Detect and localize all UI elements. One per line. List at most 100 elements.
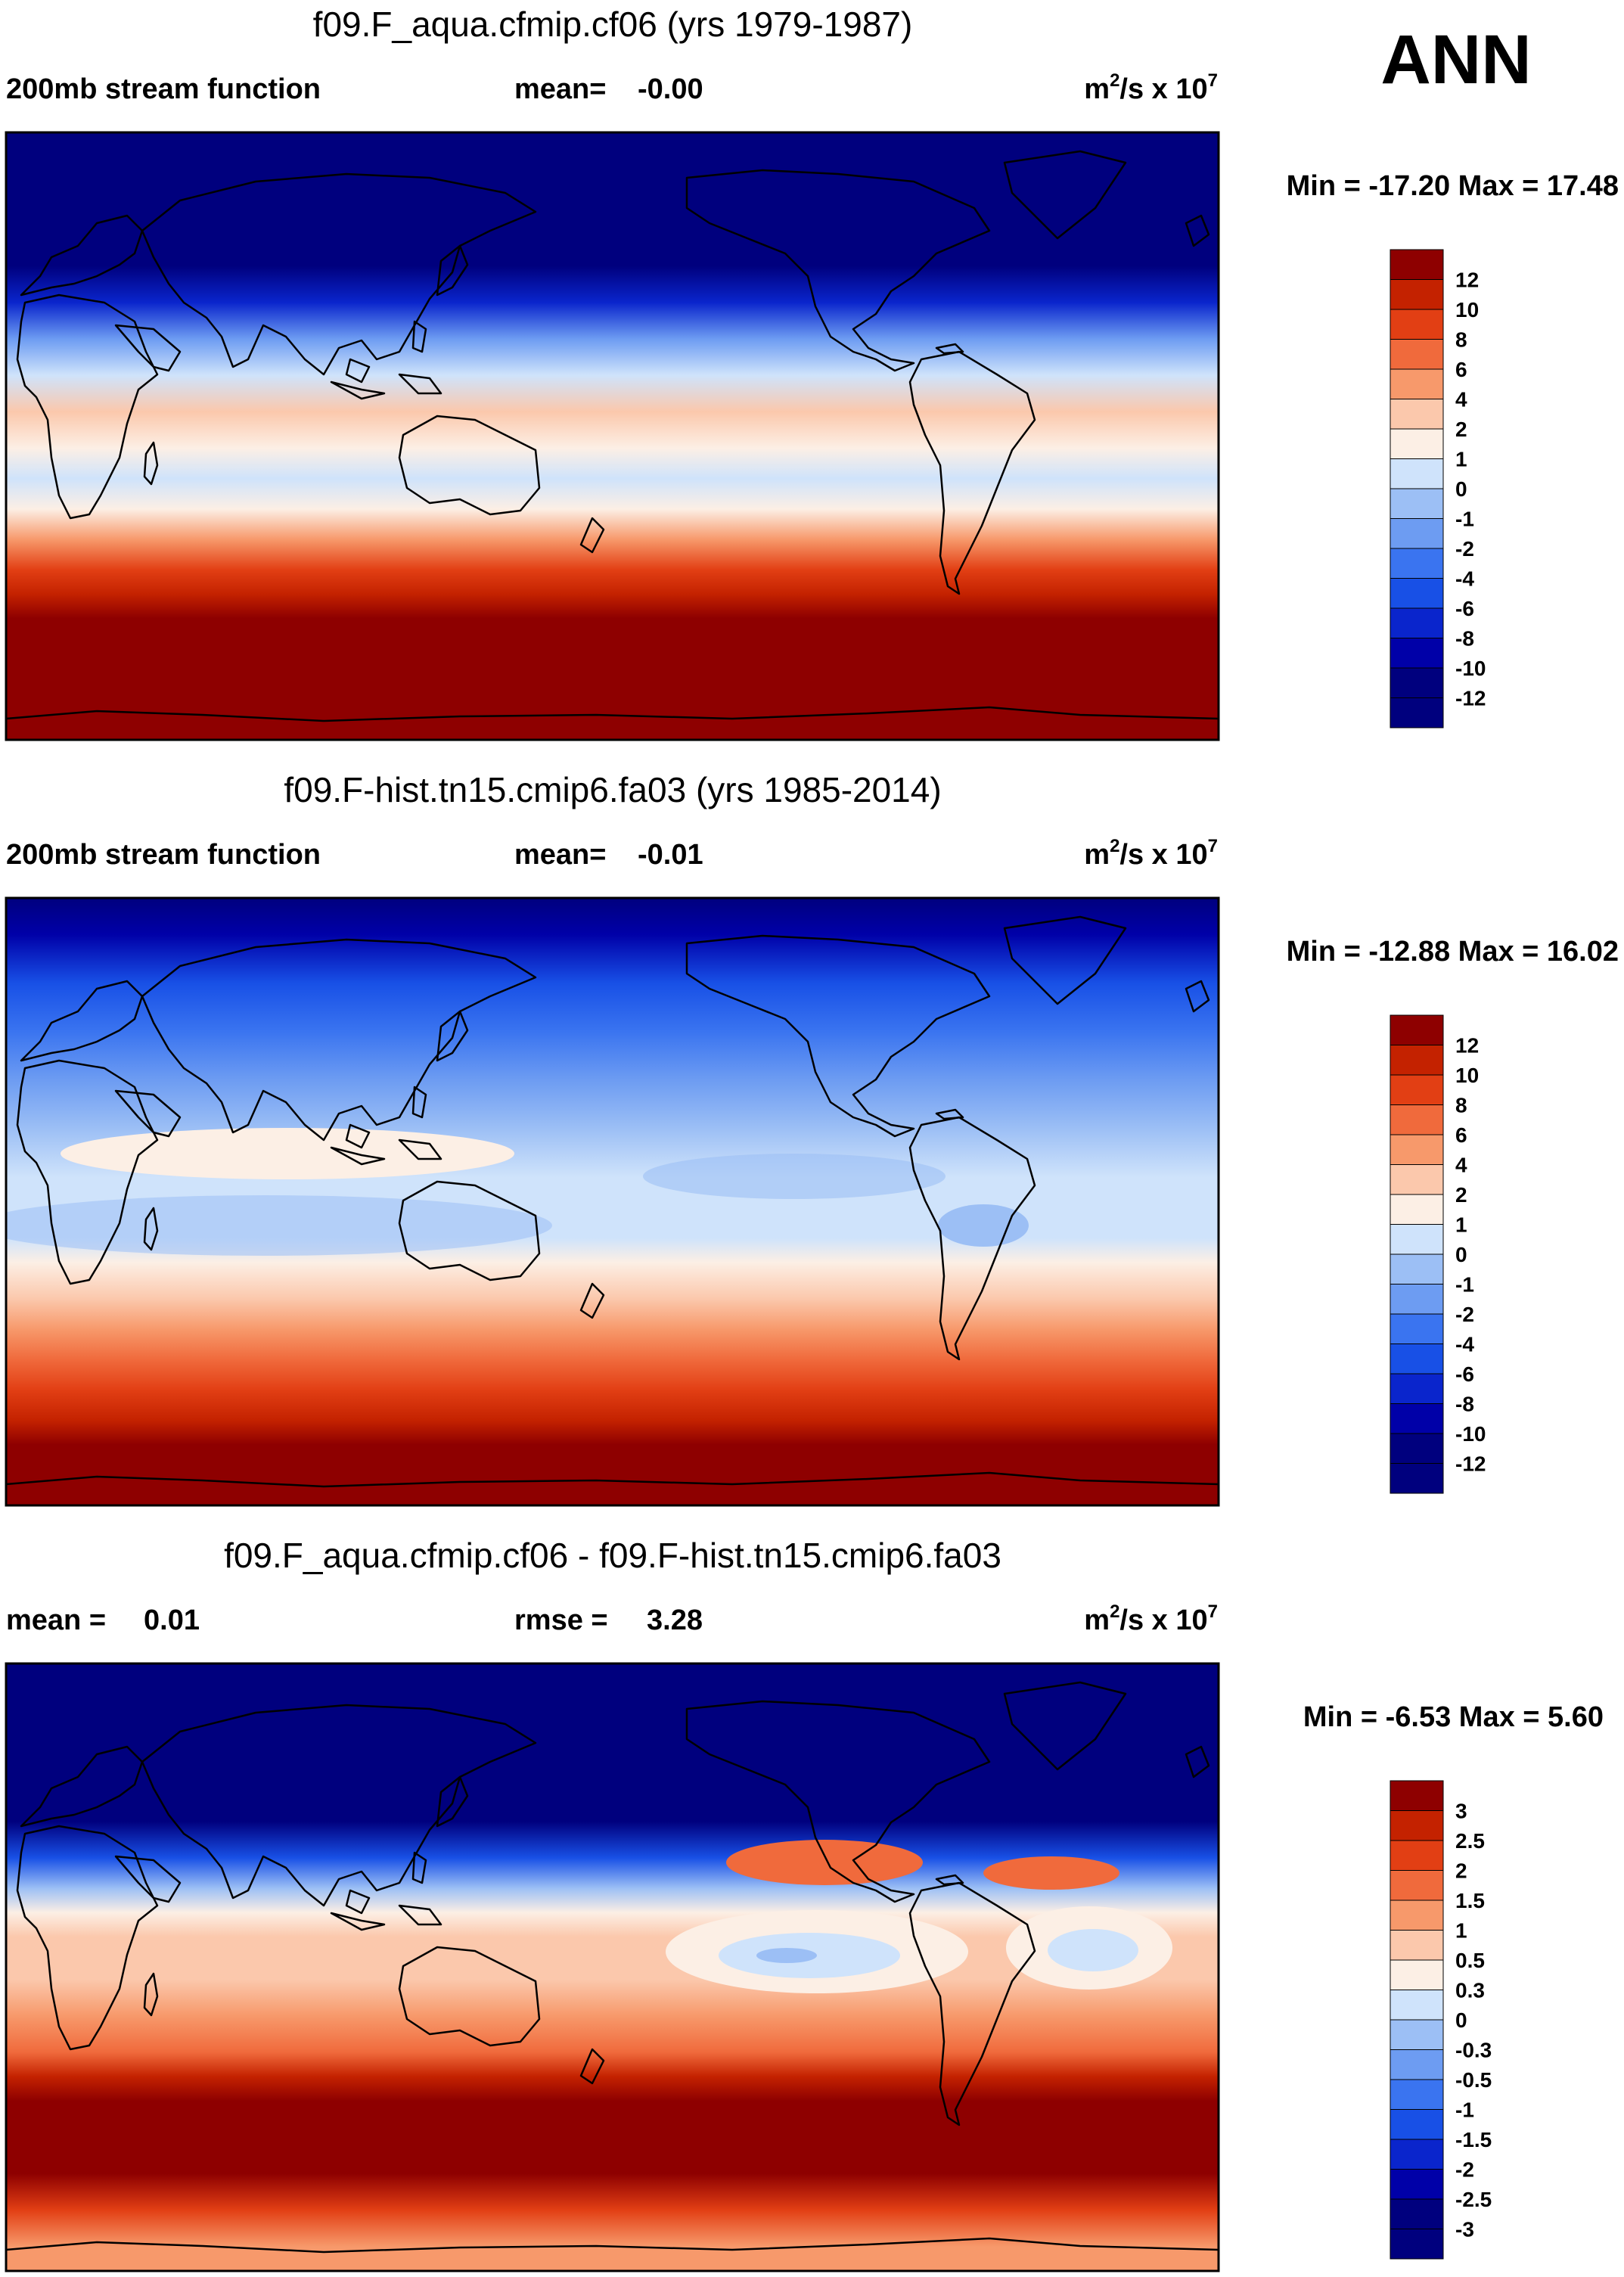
colorbar-tick-label: 10 xyxy=(1455,298,1479,322)
mean-value: -0.01 xyxy=(638,839,703,871)
colorbar-tick-label: -2 xyxy=(1455,537,1474,561)
colorbar-swatch xyxy=(1390,2049,1444,2080)
colorbar-swatch xyxy=(1390,1224,1444,1255)
field-blob xyxy=(1048,1929,1138,1971)
colorbar-swatch xyxy=(1390,249,1444,280)
colorbar-tick-label: -12 xyxy=(1455,1452,1486,1476)
colorbar-tick-label: 4 xyxy=(1455,1154,1467,1177)
colorbar-tick-label: 4 xyxy=(1455,388,1467,412)
colorbar-swatch xyxy=(1390,1930,1444,1961)
colorbar-tick-label: 12 xyxy=(1455,269,1479,292)
colorbar-swatch xyxy=(1390,1373,1444,1404)
left-label: 200mb stream function xyxy=(6,839,321,871)
colorbar-swatch xyxy=(1390,1959,1444,1990)
colorbar-swatch xyxy=(1390,2229,1444,2260)
colorbar-swatch xyxy=(1390,1990,1444,2021)
colorbar-tick-label: -4 xyxy=(1455,1333,1474,1356)
colorbar-tick-label: -8 xyxy=(1455,1393,1474,1416)
colorbar-swatch xyxy=(1390,2198,1444,2229)
panel-middle: f09.F-hist.tn15.cmip6.fa03 (yrs 1985-201… xyxy=(5,770,1619,1507)
mean-label: mean= xyxy=(514,73,606,105)
panel-top: f09.F_aqua.cfmip.cf06 (yrs 1979-1987) 20… xyxy=(5,5,1619,741)
colorbar-tick-label: -0.3 xyxy=(1455,2039,1492,2062)
colorbar-swatch xyxy=(1390,1014,1444,1045)
colorbar-swatch xyxy=(1390,399,1444,430)
colorbar-tick-label: -2.5 xyxy=(1455,2188,1492,2211)
colorbar-swatch xyxy=(1390,1104,1444,1135)
colorbar-tick-label: 1 xyxy=(1455,1919,1467,1943)
field-blob xyxy=(643,1154,946,1199)
colorbar-swatch xyxy=(1390,667,1444,698)
mean-label: mean= xyxy=(514,839,606,871)
colorbar-swatch xyxy=(1390,368,1444,399)
colorbar-swatch xyxy=(1390,2109,1444,2140)
colorbar-tick-label: -1.5 xyxy=(1455,2128,1492,2151)
colorbar-swatch xyxy=(1390,1463,1444,1494)
panel-bottom: f09.F_aqua.cfmip.cf06 - f09.F-hist.tn15.… xyxy=(5,1536,1604,2272)
units-label: m2/s x 107 xyxy=(1084,1601,1218,1636)
colorbar-swatch xyxy=(1390,458,1444,489)
field-blob xyxy=(938,1204,1029,1247)
colorbar-swatch xyxy=(1390,1433,1444,1464)
colorbar-tick-label: -2 xyxy=(1455,1303,1474,1326)
mean-readout: mean= -0.01 xyxy=(514,839,703,871)
field-blob xyxy=(61,1128,514,1179)
field-anomalies xyxy=(6,915,1219,1488)
colorbar-tick-label: -2 xyxy=(1455,2158,1474,2182)
colorbar-tick-label: 2.5 xyxy=(1455,1829,1485,1853)
colorbar-tick-label: 6 xyxy=(1455,1123,1467,1147)
colorbar-swatch xyxy=(1390,279,1444,310)
left-label: 200mb stream function xyxy=(6,73,321,105)
colorbar-swatch xyxy=(1390,428,1444,459)
mean-label: mean = xyxy=(6,1604,106,1636)
colorbar-tick-label: 0.5 xyxy=(1455,1949,1485,1972)
colorbar-swatch xyxy=(1390,1284,1444,1315)
colorbar-swatch xyxy=(1390,2079,1444,2110)
mean-readout: mean= -0.00 xyxy=(514,73,703,105)
colorbar-swatch xyxy=(1390,1840,1444,1871)
colorbar-tick-label: 2 xyxy=(1455,418,1467,441)
colorbar-tick-label: 1 xyxy=(1455,448,1467,471)
colorbar-swatch xyxy=(1390,1045,1444,1076)
colorbar-tick-label: -1 xyxy=(1455,2098,1474,2122)
colorbar-swatch xyxy=(1390,1344,1444,1375)
colorbar-swatch xyxy=(1390,488,1444,519)
colorbar-swatch xyxy=(1390,1313,1444,1344)
colorbar-swatch xyxy=(1390,1134,1444,1165)
panel-title: f09.F_aqua.cfmip.cf06 - f09.F-hist.tn15.… xyxy=(224,1536,1001,1575)
panel-title: f09.F_aqua.cfmip.cf06 (yrs 1979-1987) xyxy=(313,5,913,44)
colorbar-tick-label: -6 xyxy=(1455,597,1474,620)
colorbar-tick-label: 12 xyxy=(1455,1034,1479,1058)
colorbar-tick-label: 1.5 xyxy=(1455,1889,1485,1912)
colorbar-swatch xyxy=(1390,697,1444,728)
colorbar-tick-label: 6 xyxy=(1455,358,1467,381)
field-blob xyxy=(756,1948,817,1963)
season-label: ANN xyxy=(1380,21,1531,98)
colorbar-tick-label: 3 xyxy=(1455,1800,1467,1823)
colorbar-swatch xyxy=(1390,339,1444,370)
units-label: m2/s x 107 xyxy=(1084,836,1218,871)
colorbar-tick-label: -6 xyxy=(1455,1362,1474,1386)
colorbar-tick-label: 10 xyxy=(1455,1064,1479,1087)
colorbar-swatch xyxy=(1390,518,1444,549)
colorbar-tick-label: 1 xyxy=(1455,1213,1467,1237)
colorbar-tick-label: -1 xyxy=(1455,508,1474,531)
colorbar-swatch xyxy=(1390,1194,1444,1225)
colorbar-swatch xyxy=(1390,578,1444,609)
colorbar-swatch xyxy=(1390,638,1444,669)
field-blob xyxy=(726,1840,923,1885)
colorbar-tick-label: -3 xyxy=(1455,2218,1474,2241)
units-label: m2/s x 107 xyxy=(1084,70,1218,105)
rmse-readout: rmse = 3.28 xyxy=(514,1604,703,1636)
rmse-label: rmse = xyxy=(514,1604,608,1636)
min-max-label: Min = -17.20 Max = 17.48 xyxy=(1287,170,1619,202)
map-frame xyxy=(5,131,1220,741)
colorbar-tick-label: -4 xyxy=(1455,567,1474,591)
mean-value: -0.00 xyxy=(638,73,703,105)
map-frame xyxy=(5,1662,1220,2272)
colorbar-swatch xyxy=(1390,1870,1444,1901)
colorbar-swatch xyxy=(1390,2139,1444,2170)
field-blob xyxy=(983,1856,1119,1890)
colorbar-swatch xyxy=(1390,2169,1444,2200)
